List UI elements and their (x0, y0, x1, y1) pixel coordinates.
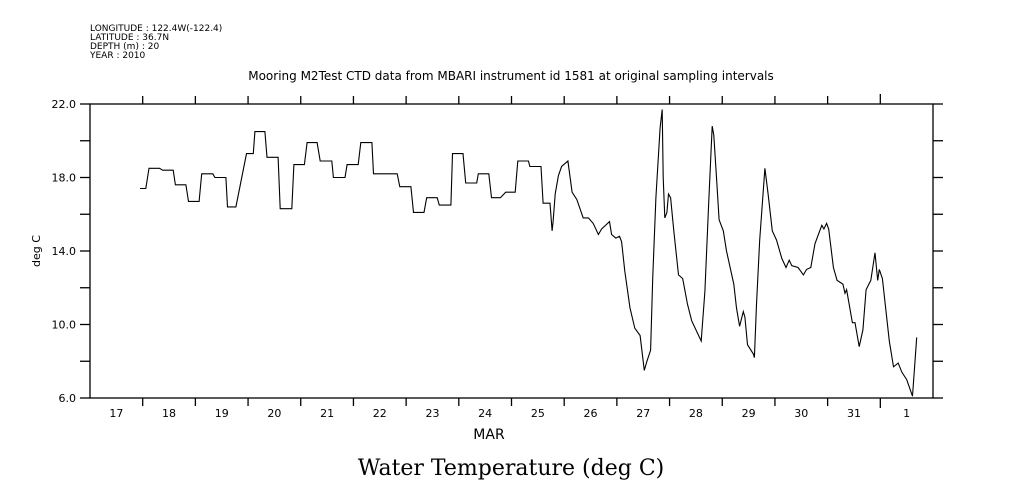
bottom-title: Water Temperature (deg C) (358, 456, 665, 481)
y-tick-label: 22.0 (52, 98, 77, 111)
y-tick-label: 14.0 (52, 245, 77, 258)
x-tick-label: 30 (794, 407, 808, 420)
x-tick-label: 28 (689, 407, 703, 420)
x-tick-label: 19 (215, 407, 229, 420)
axis-ticks (80, 94, 943, 408)
x-tick-label: 25 (531, 407, 545, 420)
y-tick-label: 18.0 (52, 172, 77, 185)
x-tick-label: 18 (162, 407, 176, 420)
plot-frame (89, 103, 934, 399)
x-tick-label: 23 (425, 407, 439, 420)
y-tick-label: 10.0 (52, 319, 77, 332)
meta-depth: DEPTH (m) : 20 (90, 42, 159, 52)
y-tick-label: 6.0 (59, 392, 77, 405)
y-axis-label: deg C (30, 235, 43, 267)
x-tick-label: 31 (847, 407, 861, 420)
x-tick-label: 27 (636, 407, 650, 420)
meta-longitude: LONGITUDE : 122.4W(-122.4) (90, 24, 222, 34)
x-tick-label: 26 (584, 407, 598, 420)
meta-latitude: LATITUDE : 36.7N (90, 33, 169, 43)
x-axis-label: MAR (473, 427, 505, 443)
x-tick-label: 17 (109, 407, 123, 420)
metadata-block: LONGITUDE : 122.4W(-122.4) LATITUDE : 36… (89, 24, 222, 61)
chart-title: Mooring M2Test CTD data from MBARI instr… (248, 69, 774, 83)
x-tick-label: 1 (903, 407, 910, 420)
meta-year: YEAR : 2010 (89, 51, 146, 61)
x-tick-label: 22 (373, 407, 387, 420)
x-tick-label: 24 (478, 407, 492, 420)
x-tick-label: 21 (320, 407, 334, 420)
series-line-water-temperature (140, 109, 918, 397)
tick-labels: 17 18 19 20 21 22 23 24 25 26 27 28 29 30 31 1 22.0 18.0 1… (52, 98, 911, 420)
x-tick-label: 20 (267, 407, 281, 420)
x-tick-label: 29 (742, 407, 756, 420)
